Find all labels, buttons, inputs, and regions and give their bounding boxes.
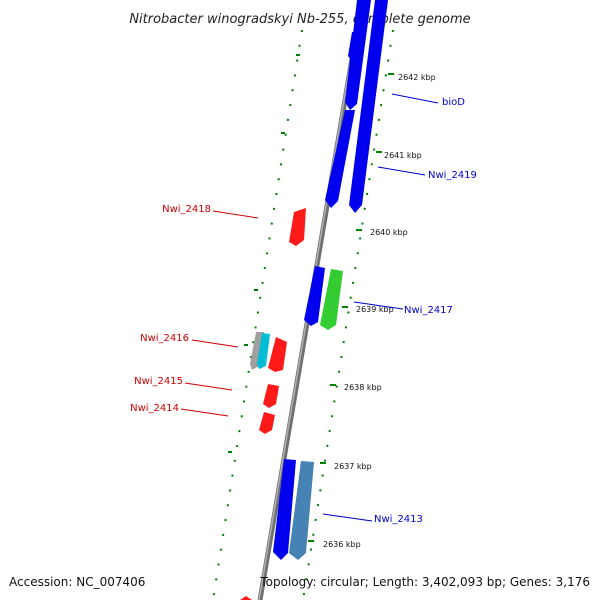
gene-feature-forward: [325, 110, 355, 208]
gene-labels: bioD Nwi_2419 Nwi_2418 Nwi_2417 Nwi_2416…: [130, 93, 477, 525]
tick-label: 2637 kbp: [334, 462, 372, 471]
leader-line: [184, 382, 233, 391]
gene-label: Nwi_2414: [130, 403, 179, 414]
map-title: Nitrobacter winogradskyi Nb-255, complet…: [129, 12, 470, 27]
gene-feature-reverse: [240, 596, 252, 600]
leader-line: [191, 339, 239, 348]
gene-label: Nwi_2416: [140, 333, 189, 344]
gene-features: [240, 0, 388, 600]
tick-label: 2641 kbp: [384, 151, 422, 160]
genome-info-text: Topology: circular; Length: 3,402,093 bp…: [259, 575, 590, 589]
gene-feature-cyan: [257, 333, 270, 369]
tick-label: 2636 kbp: [323, 540, 361, 549]
gene-feature-forward: [304, 266, 325, 326]
gene-label: Nwi_2415: [134, 376, 183, 387]
gene-feature-forward: [349, 0, 388, 213]
leader-line: [391, 93, 439, 104]
leader-line: [322, 513, 373, 522]
gene-feature-reverse: [263, 384, 279, 408]
tick-label: 2638 kbp: [344, 383, 382, 392]
gene-feature-steel: [289, 461, 314, 560]
leader-line: [180, 408, 229, 417]
outer-guide-dots: [302, 29, 394, 600]
leader-line: [377, 166, 426, 176]
scale-ticks: 2642 kbp 2641 kbp 2640 kbp 2639 kbp 2638…: [308, 73, 436, 549]
tick-label: 2639 kbp: [356, 305, 394, 314]
gene-feature-reverse: [289, 208, 306, 246]
gene-label: Nwi_2418: [162, 204, 211, 215]
gene-feature-forward: [348, 32, 366, 62]
gene-label: Nwi_2419: [428, 170, 477, 181]
gene-feature-forward: [273, 459, 296, 560]
gene-feature-green: [320, 269, 343, 330]
minor-ticks: [228, 54, 300, 453]
gene-feature-grey: [250, 332, 264, 370]
tick-label: 2640 kbp: [370, 228, 408, 237]
leader-line: [353, 301, 404, 310]
guide-dots: [212, 29, 394, 600]
accession-text: Accession: NC_007406: [9, 575, 145, 589]
leader-line: [212, 210, 259, 219]
gene-feature-reverse: [259, 412, 275, 434]
gene-label: Nwi_2417: [404, 305, 453, 316]
tick-label: 2642 kbp: [398, 73, 436, 82]
inner-guide-dots: [212, 29, 303, 600]
gene-label: bioD: [442, 97, 465, 108]
gene-label: Nwi_2413: [374, 514, 423, 525]
gene-feature-reverse: [268, 337, 287, 372]
